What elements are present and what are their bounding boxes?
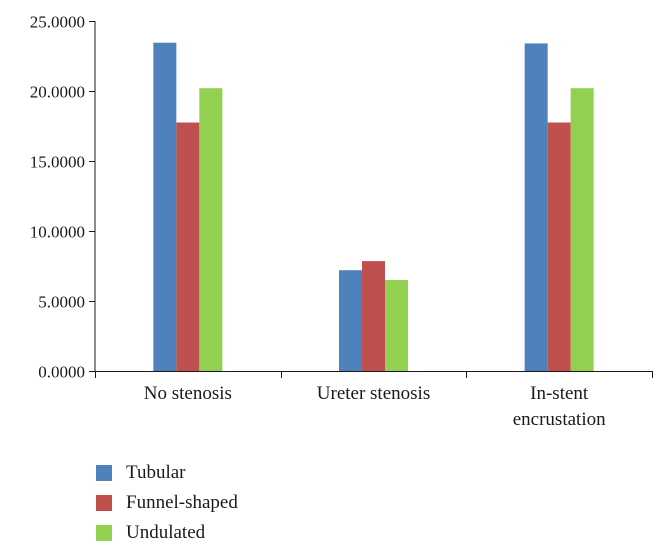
bar-tubular [524, 43, 548, 372]
y-tick-label: 5.0000 [38, 293, 85, 312]
x-category-label: Ureter stenosis [317, 383, 430, 404]
y-tick-label: 0.0000 [38, 363, 85, 382]
bar-undulated [385, 280, 408, 371]
bar-tubular [339, 270, 362, 371]
y-tick-label: 10.0000 [30, 223, 85, 242]
y-tick-label: 25.0000 [30, 13, 85, 32]
legend-swatch [96, 465, 112, 481]
legend-item: Undulated [96, 518, 238, 548]
bar-funnel-shaped [176, 122, 200, 371]
bar-chart: 0.0000 5.0000 10.0000 15.0000 20.0000 25.0000… [30, 13, 653, 430]
legend: Tubular Funnel-shaped Undulated [96, 458, 238, 548]
y-tick-label: 15.0000 [30, 153, 85, 172]
bar-funnel-shaped [362, 261, 385, 371]
legend-label: Tubular [126, 462, 186, 483]
legend-label: Undulated [126, 522, 206, 543]
x-category-label: No stenosis [144, 383, 232, 404]
bar-tubular [153, 42, 177, 371]
y-tick-label: 20.0000 [30, 83, 85, 102]
legend-swatch [96, 525, 112, 541]
legend-label: Funnel-shaped [126, 492, 238, 513]
legend-item: Tubular [96, 458, 238, 488]
bar-undulated [199, 88, 223, 371]
bar-undulated [570, 88, 594, 371]
x-category-label: In-stent encrustation [513, 383, 606, 430]
legend-item: Funnel-shaped [96, 488, 238, 518]
legend-swatch [96, 495, 112, 511]
bar-funnel-shaped [547, 122, 571, 371]
